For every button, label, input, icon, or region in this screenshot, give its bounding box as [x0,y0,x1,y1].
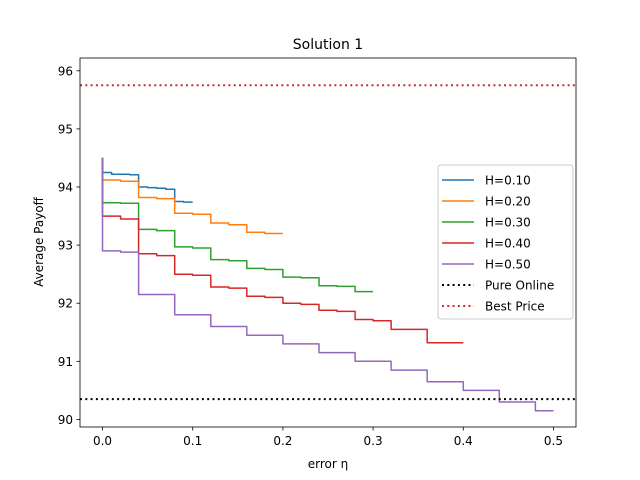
legend: H=0.10 H=0.20 H=0.30 H=0.40 H=0.50 Pure Onlin… [437,164,574,320]
y-axis-label: Average Payoff [32,196,46,287]
y-tick-label: 90 [58,413,73,427]
x-tick-label: 0.2 [273,434,292,448]
x-tick-label: 0.3 [364,434,383,448]
chart-title: Solution 1 [293,37,363,53]
legend-label: H=0.40 [485,237,531,251]
y-tick-label: 94 [58,181,73,195]
plot-data [80,84,576,412]
series-line-4 [101,157,464,344]
y-axis: 90 91 92 93 94 95 96 [58,64,80,427]
x-tick-label: 0.0 [93,434,112,448]
legend-label: Best Price [485,300,545,314]
x-axis: 0.0 0.1 0.2 0.3 0.4 0.5 [93,427,563,448]
y-tick-label: 93 [58,239,73,253]
y-tick-label: 95 [58,122,73,136]
legend-label: Pure Online [485,279,554,293]
y-tick-label: 92 [58,297,73,311]
y-tick-label: 96 [58,64,73,78]
x-tick-label: 0.1 [183,434,202,448]
legend-label: H=0.10 [485,174,531,188]
x-axis-label: error η [308,457,348,471]
x-tick-label: 0.4 [454,434,473,448]
legend-label: H=0.50 [485,258,531,272]
legend-label: H=0.30 [485,216,531,230]
series-line-2 [101,157,283,235]
y-tick-label: 91 [58,355,73,369]
series-line-5 [101,157,554,412]
legend-label: H=0.20 [485,195,531,209]
x-tick-label: 0.5 [544,434,563,448]
plot-frame [79,57,577,428]
legend-frame [437,164,574,320]
